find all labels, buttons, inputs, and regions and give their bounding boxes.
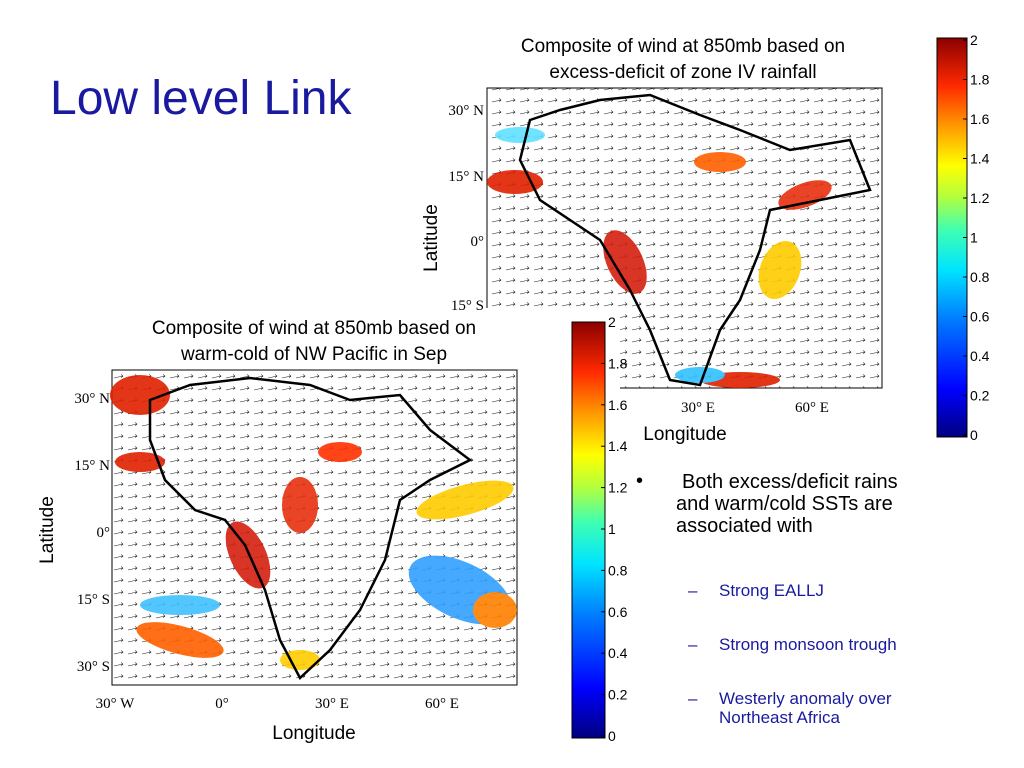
colorbar-label: 1.4 (608, 438, 628, 454)
lat-label: 15° N (74, 458, 110, 474)
lat-label: 30° S (77, 659, 110, 675)
coastline (148, 376, 473, 681)
sub-bullet-marker: – (688, 581, 698, 600)
lon-label: 30° E (315, 696, 349, 712)
colorbar-label: 0.6 (970, 309, 990, 325)
colorbar-label: 1.6 (970, 111, 990, 127)
colorbar-label: 1 (608, 521, 616, 537)
x-axis-label: Longitude (643, 424, 726, 445)
colorbar-label: 1.2 (608, 480, 628, 496)
colorbar-label: 2 (608, 314, 616, 330)
lon-label: 0° (215, 696, 229, 712)
bullet-text: Both excess/deficit rains and warm/cold S… (676, 471, 898, 537)
colorbar-label: 1.2 (970, 190, 990, 206)
sub-bullet-text: Strong monsoon trough (719, 635, 897, 654)
colorbar (571, 321, 606, 739)
sub-bullet-marker: – (688, 689, 698, 708)
lon-label: 60° E (425, 696, 459, 712)
colorbar-label: 0.8 (608, 562, 628, 578)
sub-bullets: – Strong EALLJ – Strong monsoon trough – West… (688, 581, 897, 727)
colorbar-label: 0 (608, 728, 616, 744)
colorbar-label: 0.4 (970, 348, 990, 364)
figure-title: excess-deficit of zone IV rainfall (549, 62, 816, 83)
lat-label: 0° (97, 525, 111, 541)
colorbar-label: 1.8 (608, 355, 628, 371)
colorbar-label: 0.4 (608, 645, 628, 661)
lon-label: 60° E (795, 400, 829, 416)
slide-title: Low level Link (50, 72, 353, 125)
figure-title: Composite of wind at 850mb based on (152, 318, 476, 339)
colorbar-label: 0.8 (970, 269, 990, 285)
sub-bullet-text: Westerly anomaly over Northeast Africa (719, 689, 892, 727)
figure-bottom: Composite of wind at 850mb based on warm… (30, 308, 620, 753)
colorbar-label: 2 (970, 32, 978, 48)
lat-label: 15° N (448, 169, 484, 185)
lon-label: 30° E (681, 400, 715, 416)
lat-label: 30° N (74, 391, 110, 407)
colorbar-label: 1.4 (970, 151, 990, 167)
anomaly-shading (110, 375, 517, 670)
colorbar-label: 1.8 (970, 72, 990, 88)
colorbar-label: 0.2 (970, 388, 990, 404)
colorbar-label: 0.6 (608, 604, 628, 620)
lat-label: 0° (471, 234, 485, 250)
bullet-marker: • (636, 470, 643, 492)
lat-label: 15° S (77, 592, 110, 608)
lat-label: 30° N (448, 103, 484, 119)
anomaly-shading (487, 127, 832, 388)
figure-title: warm-cold of NW Pacific in Sep (180, 344, 447, 365)
sub-bullet-text: Strong EALLJ (719, 581, 824, 600)
colorbar-label: 1.6 (608, 397, 628, 413)
lon-label: 30° W (96, 696, 135, 712)
y-axis-label: Latitude (37, 496, 58, 564)
colorbar (936, 37, 968, 438)
y-axis-label: Latitude (421, 204, 442, 272)
coastline (518, 93, 872, 387)
colorbar-label: 0 (970, 427, 978, 443)
colorbar-label: 0.2 (608, 687, 628, 703)
colorbar-label: 1 (970, 230, 978, 246)
figure-title: Composite of wind at 850mb based on (521, 36, 845, 57)
x-axis-label: Longitude (272, 723, 355, 744)
lat-label: 15° S (451, 298, 484, 314)
sub-bullet-marker: – (688, 635, 698, 654)
